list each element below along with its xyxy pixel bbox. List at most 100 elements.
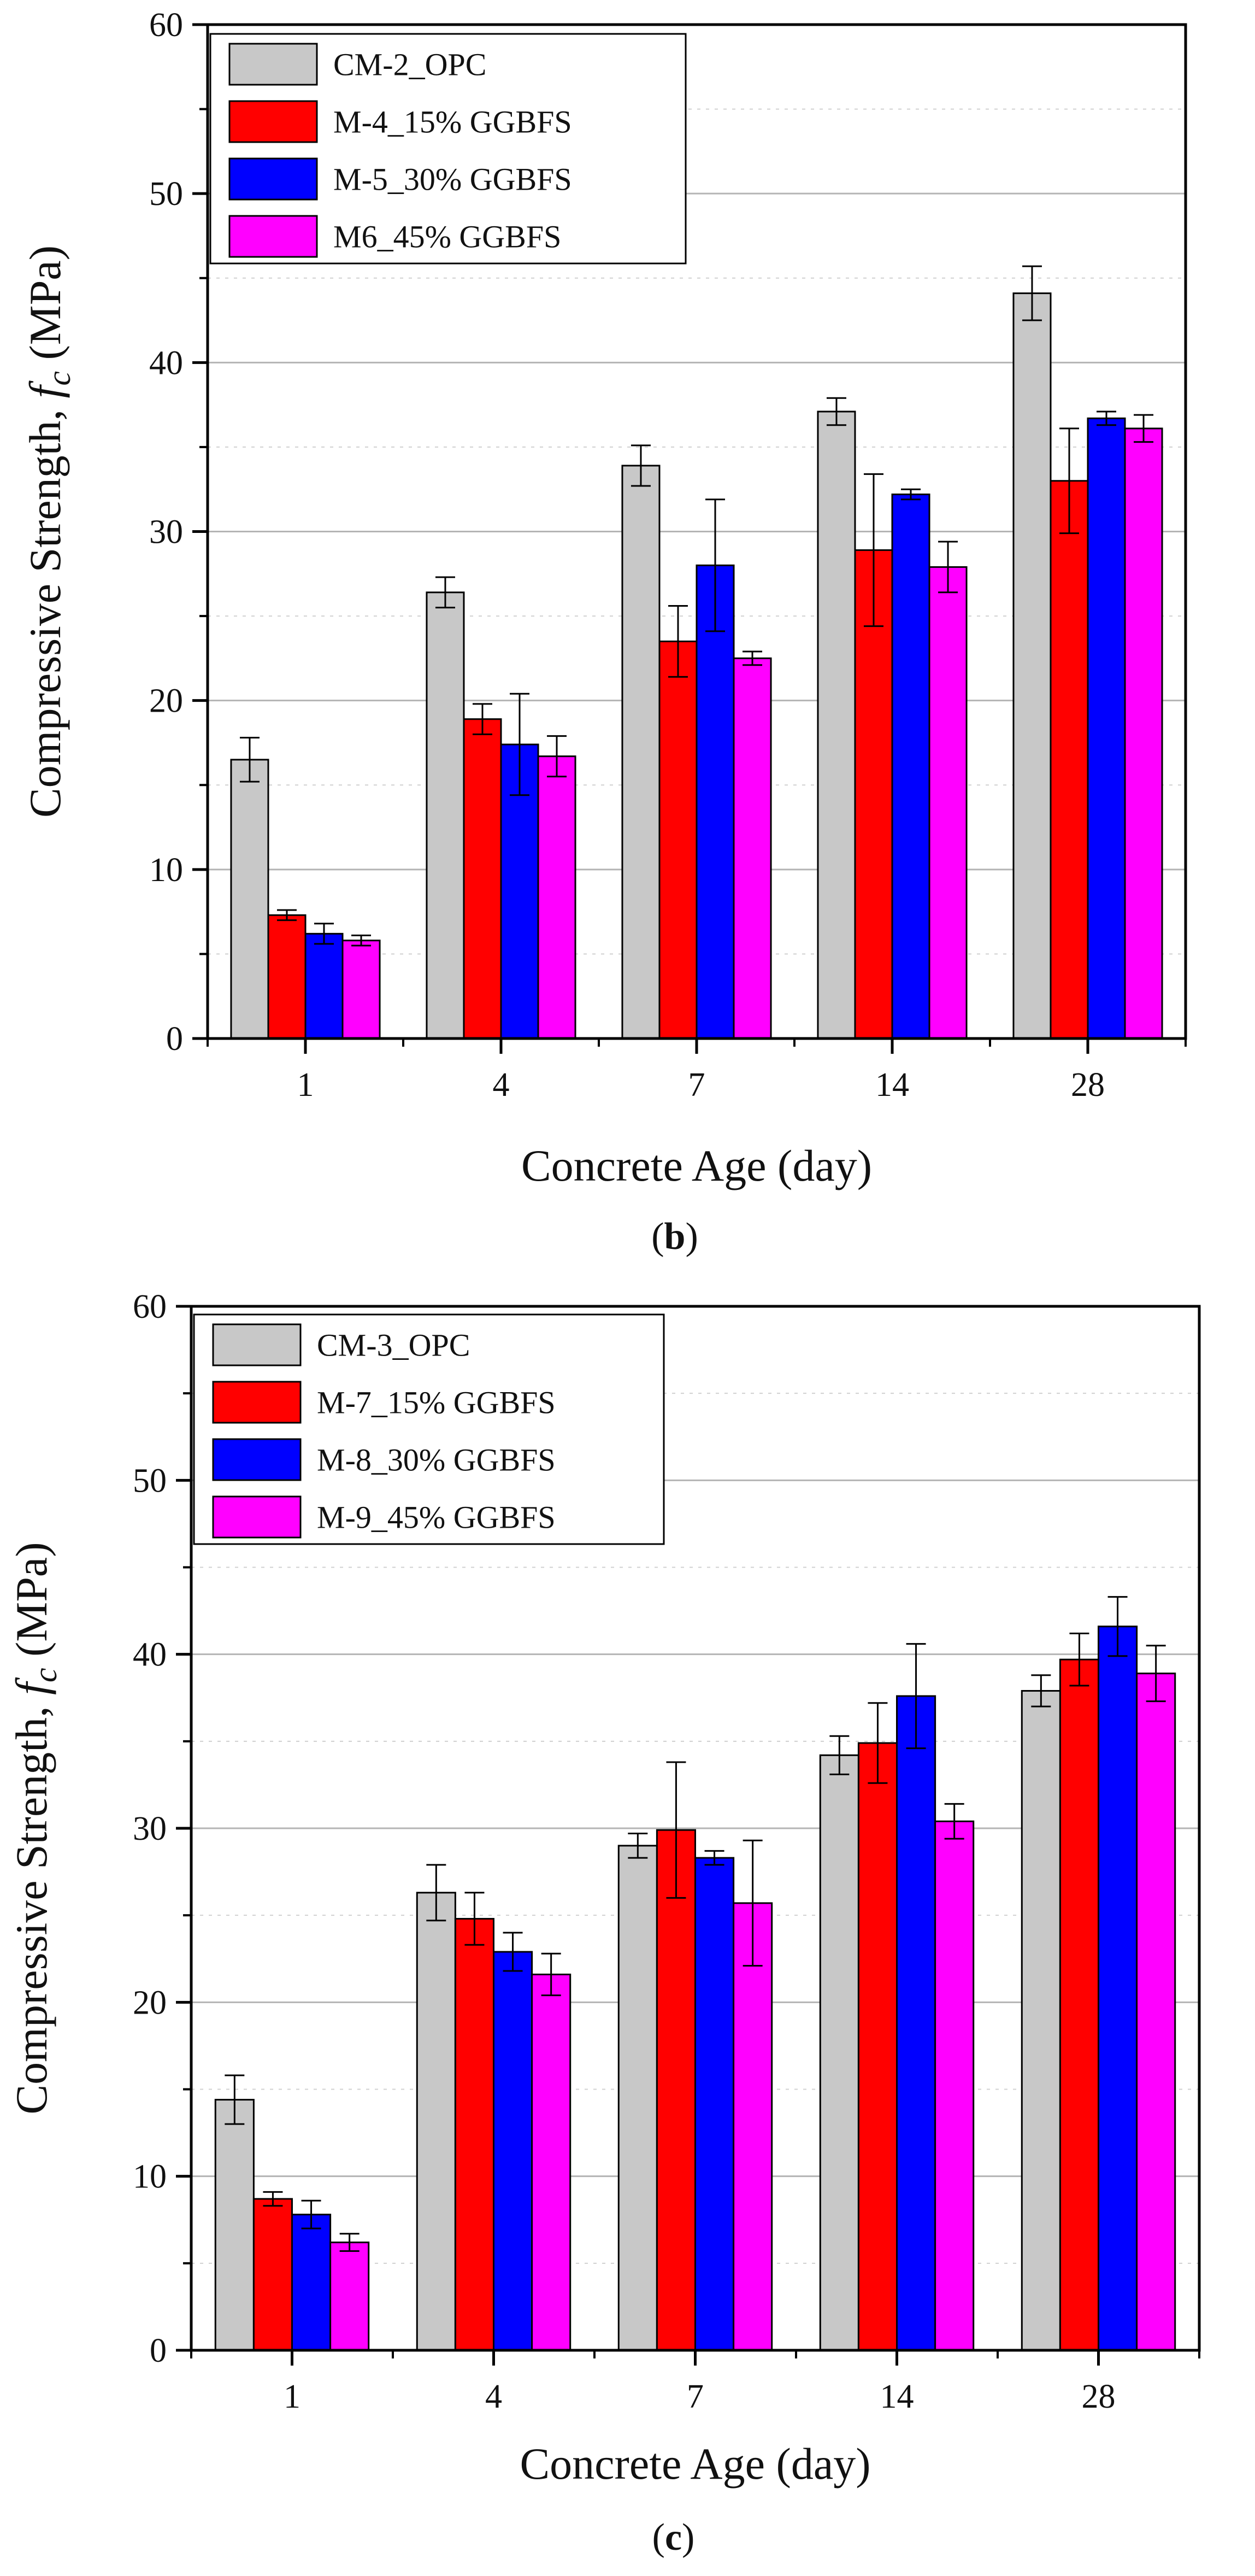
y-tick-label: 60 — [133, 1288, 167, 1325]
x-axis-title: Concrete Age (day) — [521, 1141, 872, 1190]
error-bar-M6_45% GGBFS-7 — [743, 650, 763, 666]
bar-M6_45% GGBFS-4 — [537, 755, 576, 1040]
y-tick-label: 10 — [133, 2158, 167, 2196]
legend-swatch-M-5_30% GGBFS — [228, 157, 318, 201]
bar-M-7_15% GGBFS-28 — [1059, 1658, 1100, 2351]
x-tick-label: 14 — [880, 2378, 914, 2415]
legend-label-CM-3_OPC: CM-3_OPC — [317, 1328, 470, 1363]
legend-swatch-M-8_30% GGBFS — [212, 1438, 302, 1481]
legend-label-CM-2_OPC: CM-2_OPC — [333, 47, 486, 83]
bar-M-8_30% GGBFS-28 — [1098, 1626, 1138, 2351]
y-axis-title-subscript: c — [41, 371, 77, 386]
x-tick-label: 14 — [875, 1066, 909, 1104]
error-bar-M-5_30% GGBFS-7 — [705, 498, 726, 632]
bar-M-8_30% GGBFS-4 — [493, 1951, 533, 2351]
error-bar-CM-2_OPC-7 — [631, 444, 651, 487]
error-bar-CM-3_OPC-1 — [225, 2074, 245, 2125]
bar-M-4_15% GGBFS-4 — [463, 718, 502, 1040]
y-axis: 0 10 20 30 40 50 60 — [149, 7, 208, 1058]
bar-CM-2_OPC-1 — [230, 759, 269, 1040]
legend-swatch-CM-2_OPC — [228, 43, 318, 86]
bar-M-9_45% GGBFS-7 — [733, 1902, 773, 2351]
bar-M-7_15% GGBFS-7 — [656, 1829, 697, 2351]
error-bar-CM-3_OPC-14 — [829, 1735, 850, 1775]
bar-M-8_30% GGBFS-14 — [896, 1695, 936, 2351]
bar-CM-2_OPC-7 — [621, 465, 661, 1040]
bars — [214, 1596, 1176, 2351]
x-axis-title: Concrete Age (day) — [520, 2439, 870, 2489]
error-bar-CM-2_OPC-1 — [239, 737, 260, 783]
y-axis-title-main: Compressive Strength, — [7, 1695, 56, 2115]
legend-label-M-4_15% GGBFS: M-4_15% GGBFS — [333, 104, 572, 140]
y-tick-label: 0 — [166, 1020, 183, 1058]
bar-M-9_45% GGBFS-1 — [329, 2241, 370, 2351]
x-axis: 1 4 7 14 28 — [190, 2350, 1200, 2415]
error-bar-M-8_30% GGBFS-28 — [1107, 1596, 1128, 1657]
error-bar-M-7_15% GGBFS-14 — [868, 1702, 888, 1784]
error-bar-CM-2_OPC-4 — [435, 576, 455, 609]
error-bar-M-8_30% GGBFS-4 — [503, 1932, 523, 1972]
y-axis-title-unit: (MPa) — [7, 1542, 56, 1668]
x-tick-label: 7 — [688, 1066, 705, 1104]
bar-M-4_15% GGBFS-28 — [1050, 480, 1089, 1040]
legend-label-M-8_30% GGBFS: M-8_30% GGBFS — [317, 1442, 556, 1478]
error-bar-M-7_15% GGBFS-7 — [666, 1761, 686, 1899]
error-bar-CM-3_OPC-7 — [628, 1833, 648, 1859]
error-bar-M-5_30% GGBFS-28 — [1097, 410, 1117, 426]
legend-swatch-M-4_15% GGBFS — [228, 100, 318, 143]
panel-label: (b) — [651, 1216, 698, 1258]
y-tick-label: 20 — [133, 1984, 167, 2021]
y-tick-label: 50 — [149, 175, 183, 213]
error-bar-M-8_30% GGBFS-1 — [301, 2199, 321, 2229]
error-bar-M-4_15% GGBFS-4 — [472, 703, 492, 735]
bar-M-4_15% GGBFS-14 — [854, 549, 893, 1040]
error-bar-M-4_15% GGBFS-14 — [863, 473, 883, 627]
y-tick-label: 10 — [149, 852, 183, 889]
bar-CM-3_OPC-28 — [1021, 1690, 1061, 2351]
error-bar-M-9_45% GGBFS-7 — [743, 1839, 763, 1967]
error-bar-M-7_15% GGBFS-1 — [263, 2191, 283, 2207]
y-axis-title-unit: (MPa) — [20, 245, 70, 371]
error-bar-CM-3_OPC-28 — [1031, 1674, 1051, 1707]
bar-M-9_45% GGBFS-28 — [1136, 1673, 1176, 2351]
x-tick-label: 28 — [1082, 2378, 1116, 2415]
panel-label-close: ) — [685, 1216, 698, 1258]
error-bar-M-9_45% GGBFS-4 — [541, 1952, 561, 1997]
bar-M-8_30% GGBFS-7 — [694, 1857, 735, 2351]
y-axis-title: Compressive Strength, fc (MPa) — [20, 245, 77, 818]
bars — [230, 265, 1163, 1040]
error-bar-M-4_15% GGBFS-28 — [1059, 427, 1079, 535]
legend-swatch-M6_45% GGBFS — [228, 215, 318, 258]
y-tick-label: 20 — [149, 683, 183, 720]
error-bar-M-9_45% GGBFS-14 — [944, 1803, 964, 1840]
bar-CM-2_OPC-14 — [817, 410, 856, 1040]
x-tick-label: 4 — [485, 2378, 502, 2415]
y-tick-label: 30 — [133, 1810, 167, 1847]
legend-swatch-M-9_45% GGBFS — [212, 1495, 302, 1539]
bar-CM-3_OPC-4 — [416, 1892, 456, 2351]
bar-M-5_30% GGBFS-14 — [891, 493, 930, 1040]
y-axis-title: Compressive Strength, fc (MPa) — [7, 1542, 63, 2114]
error-bar-M6_45% GGBFS-14 — [938, 541, 958, 594]
bar-M6_45% GGBFS-7 — [733, 657, 772, 1040]
error-bar-M-5_30% GGBFS-4 — [510, 693, 530, 796]
x-tick-label: 4 — [493, 1066, 510, 1104]
error-bar-M6_45% GGBFS-1 — [351, 934, 372, 947]
x-axis: 1 4 7 14 28 — [207, 1038, 1187, 1104]
bar-M-5_30% GGBFS-28 — [1087, 417, 1126, 1040]
error-bar-M-4_15% GGBFS-1 — [276, 909, 297, 922]
bar-M-4_15% GGBFS-7 — [658, 640, 698, 1040]
bar-M-9_45% GGBFS-14 — [934, 1820, 975, 2351]
legend-label-M-7_15% GGBFS: M-7_15% GGBFS — [317, 1385, 556, 1421]
bar-CM-2_OPC-28 — [1012, 292, 1052, 1040]
panel-label: (c) — [652, 2516, 695, 2559]
legend-swatch-M-7_15% GGBFS — [212, 1381, 302, 1424]
y-axis-title-subscript: c — [27, 1668, 63, 1683]
bar-M-7_15% GGBFS-1 — [252, 2198, 293, 2351]
error-bar-M-9_45% GGBFS-28 — [1146, 1645, 1166, 1703]
legend: CM-3_OPC M-7_15% GGBFS M-8_30% GGBFS M-9_45… — [193, 1313, 665, 1545]
legend-label-M6_45% GGBFS: M6_45% GGBFS — [333, 219, 561, 255]
panel-label-letter: c — [665, 2516, 682, 2559]
